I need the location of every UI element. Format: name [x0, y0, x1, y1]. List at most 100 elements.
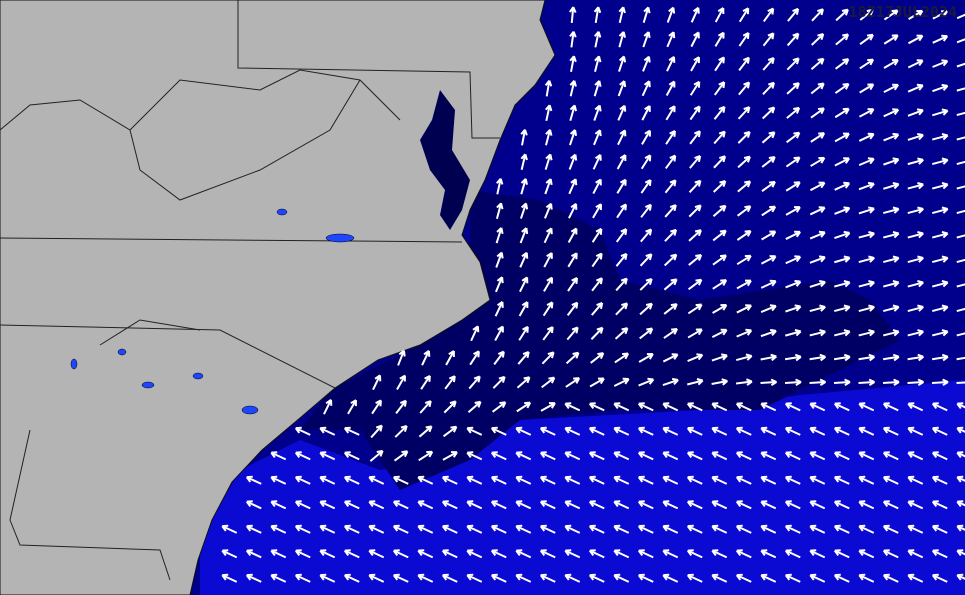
- wind-arrow-icon: [519, 251, 529, 268]
- wind-arrow-icon: [686, 402, 703, 412]
- wind-arrow-icon: [588, 524, 605, 534]
- wind-arrow-icon: [588, 402, 605, 412]
- wind-arrow-icon: [686, 426, 703, 436]
- wind-arrow-icon: [323, 399, 333, 415]
- wind-arrow-icon: [738, 32, 750, 47]
- wind-arrow-icon: [245, 549, 262, 559]
- wind-arrow-icon: [343, 426, 360, 436]
- wind-arrow-icon: [784, 475, 801, 485]
- wind-arrow-icon: [466, 549, 483, 559]
- wind-arrow-icon: [883, 255, 900, 264]
- wind-arrow-icon: [221, 549, 238, 559]
- wind-arrow-icon: [858, 573, 875, 583]
- wind-arrow-icon: [835, 33, 850, 46]
- wind-arrow-icon: [712, 279, 728, 290]
- wind-arrow-icon: [490, 475, 507, 485]
- wind-arrow-icon: [784, 378, 802, 387]
- wind-arrow-icon: [858, 255, 875, 264]
- wind-arrow-icon: [882, 549, 899, 559]
- wind-arrow-icon: [736, 205, 752, 217]
- wind-arrow-icon: [641, 129, 651, 145]
- wind-arrow-icon: [712, 204, 727, 217]
- wind-arrow-icon: [520, 178, 528, 195]
- wind-arrow-icon: [833, 378, 851, 387]
- wind-arrow-icon: [544, 202, 553, 219]
- wind-arrow-icon: [932, 59, 949, 68]
- wind-arrow-icon: [932, 108, 949, 117]
- wind-arrow-icon: [760, 573, 777, 583]
- wind-arrow-icon: [419, 400, 432, 414]
- wind-arrow-icon: [735, 451, 752, 461]
- wind-arrow-icon: [785, 206, 801, 216]
- wind-arrow-icon: [368, 573, 385, 583]
- wind-arrow-icon: [617, 80, 627, 97]
- wind-arrow-icon: [618, 31, 626, 48]
- wind-arrow-icon: [907, 83, 924, 93]
- wind-arrow-icon: [735, 573, 752, 583]
- wind-arrow-icon: [735, 426, 752, 436]
- wind-arrow-icon: [539, 524, 556, 534]
- wind-arrow-icon: [640, 179, 652, 194]
- wind-arrow-icon: [762, 57, 775, 71]
- wind-arrow-icon: [417, 549, 434, 559]
- wind-arrow-icon: [593, 80, 602, 97]
- wind-arrow-icon: [469, 350, 480, 366]
- wind-arrow-icon: [515, 573, 532, 583]
- wind-arrow-icon: [833, 402, 850, 412]
- wind-arrow-icon: [417, 500, 434, 510]
- wind-arrow-icon: [809, 524, 826, 534]
- wind-arrow-icon: [544, 104, 553, 122]
- wind-arrow-icon: [810, 107, 825, 119]
- wind-arrow-icon: [613, 549, 630, 559]
- wind-arrow-icon: [858, 304, 875, 313]
- wind-arrow-icon: [932, 34, 949, 44]
- wind-arrow-icon: [592, 178, 602, 195]
- wind-arrow-icon: [662, 524, 679, 534]
- wind-arrow-icon: [760, 402, 777, 412]
- wind-arrow-icon: [735, 378, 753, 386]
- wind-arrow-icon: [540, 402, 556, 412]
- wind-arrow-icon: [564, 402, 581, 412]
- wind-arrow-icon: [687, 353, 704, 362]
- wind-arrow-icon: [294, 573, 311, 583]
- wind-arrow-icon: [641, 105, 651, 121]
- wind-arrow-icon: [932, 133, 949, 141]
- wind-arrow-icon: [882, 378, 900, 387]
- wind-arrow-icon: [858, 231, 875, 239]
- wind-arrow-icon: [591, 301, 604, 316]
- wind-arrow-icon: [907, 451, 924, 461]
- wind-arrow-icon: [666, 55, 676, 72]
- wind-arrow-icon: [542, 326, 554, 341]
- wind-arrow-icon: [882, 451, 899, 461]
- wind-arrow-icon: [319, 524, 336, 534]
- wind-arrow-icon: [785, 304, 802, 313]
- wind-arrow-icon: [639, 327, 654, 340]
- wind-arrow-icon: [882, 573, 899, 583]
- wind-arrow-icon: [662, 426, 679, 436]
- timestamp-label: 18Z17JUL2024: [848, 3, 957, 21]
- wind-arrow-icon: [760, 549, 777, 559]
- wind-arrow-icon: [496, 178, 504, 195]
- wind-arrow-icon: [835, 8, 849, 22]
- wind-arrow-icon: [809, 279, 826, 288]
- wind-arrow-icon: [833, 353, 851, 362]
- wind-arrow-icon: [270, 475, 287, 485]
- wind-arrow-icon: [712, 229, 727, 242]
- wind-arrow-icon: [441, 524, 458, 534]
- wind-arrow-icon: [370, 424, 383, 439]
- wind-arrow-icon: [515, 426, 532, 436]
- wind-arrow-icon: [543, 252, 553, 268]
- wind-arrow-icon: [908, 9, 924, 20]
- wind-arrow-icon: [931, 524, 948, 534]
- wind-arrow-icon: [294, 426, 311, 436]
- wind-arrow-icon: [270, 573, 287, 583]
- wind-arrow-icon: [762, 81, 776, 95]
- wind-arrow-icon: [882, 402, 899, 412]
- wind-arrow-icon: [591, 227, 603, 243]
- wind-arrow-icon: [441, 475, 458, 485]
- wind-arrow-icon: [785, 255, 802, 265]
- wind-arrow-icon: [564, 475, 581, 485]
- wind-arrow-icon: [347, 399, 357, 415]
- wind-arrow-icon: [784, 549, 801, 559]
- wind-arrow-icon: [786, 106, 801, 119]
